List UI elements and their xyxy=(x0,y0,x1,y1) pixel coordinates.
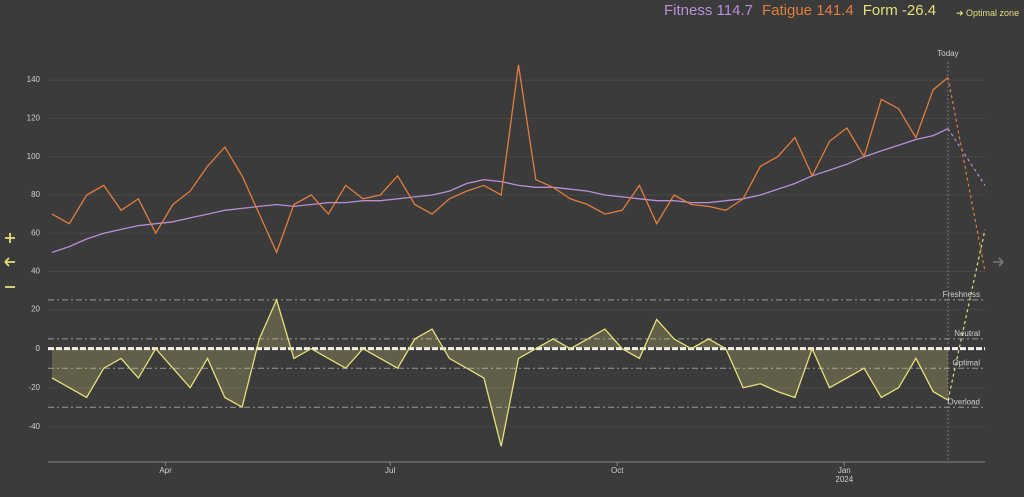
metric-label: Fitness xyxy=(664,2,713,19)
series-line xyxy=(51,64,949,255)
pan-left[interactable] xyxy=(4,257,15,267)
metric-label: Fatigue xyxy=(761,2,813,19)
metric: Fatigue 141.4 xyxy=(762,2,854,19)
series-line xyxy=(51,128,949,254)
y-tick-label: 60 xyxy=(31,228,40,237)
x-tick-label: Apr xyxy=(159,466,172,475)
x-tick-label: Jan 2024 xyxy=(835,466,853,484)
reference-label: Overload xyxy=(948,397,980,406)
y-tick-label: 140 xyxy=(27,75,41,84)
metric-label: Form xyxy=(862,2,898,19)
reference-label: Neutral xyxy=(954,329,980,338)
zoom-controls[interactable] xyxy=(4,233,15,288)
form-area xyxy=(52,299,948,447)
y-tick-label: 120 xyxy=(27,114,41,123)
projection-line xyxy=(947,128,986,186)
metric: Fitness 114.7 xyxy=(664,2,753,19)
y-tick-label: -20 xyxy=(28,383,40,392)
projection-line xyxy=(947,229,986,401)
metric-value: -26.4 xyxy=(901,2,937,19)
metric-value: 114.7 xyxy=(716,2,753,19)
y-tick-label: 100 xyxy=(27,152,41,161)
metric: Form -26.4 xyxy=(863,2,936,19)
projection-line xyxy=(947,77,986,272)
y-tick-label: 40 xyxy=(31,267,40,276)
x-tick-label: Jul xyxy=(385,466,395,475)
metric-value: 141.4 xyxy=(816,2,854,19)
optimal-zone-link[interactable]: ➜ Optimal zone xyxy=(956,8,1020,18)
y-tick-label: 80 xyxy=(31,190,40,199)
x-tick-label: Oct xyxy=(611,466,624,475)
y-tick-label: 0 xyxy=(36,344,41,353)
today-label: Today xyxy=(937,49,958,58)
metrics-header: Fitness 114.7 Fatigue 141.4 Form -26.4 xyxy=(664,2,945,19)
reference-label: Freshness xyxy=(943,290,980,299)
y-tick-label: -40 xyxy=(28,422,40,431)
zoom-in[interactable] xyxy=(5,233,15,243)
series-line xyxy=(51,298,949,447)
pan-right[interactable] xyxy=(993,257,1004,267)
y-tick-label: 20 xyxy=(31,305,40,314)
link-text[interactable]: Optimal zone xyxy=(966,8,1020,18)
reference-label: Optimal xyxy=(952,358,980,367)
